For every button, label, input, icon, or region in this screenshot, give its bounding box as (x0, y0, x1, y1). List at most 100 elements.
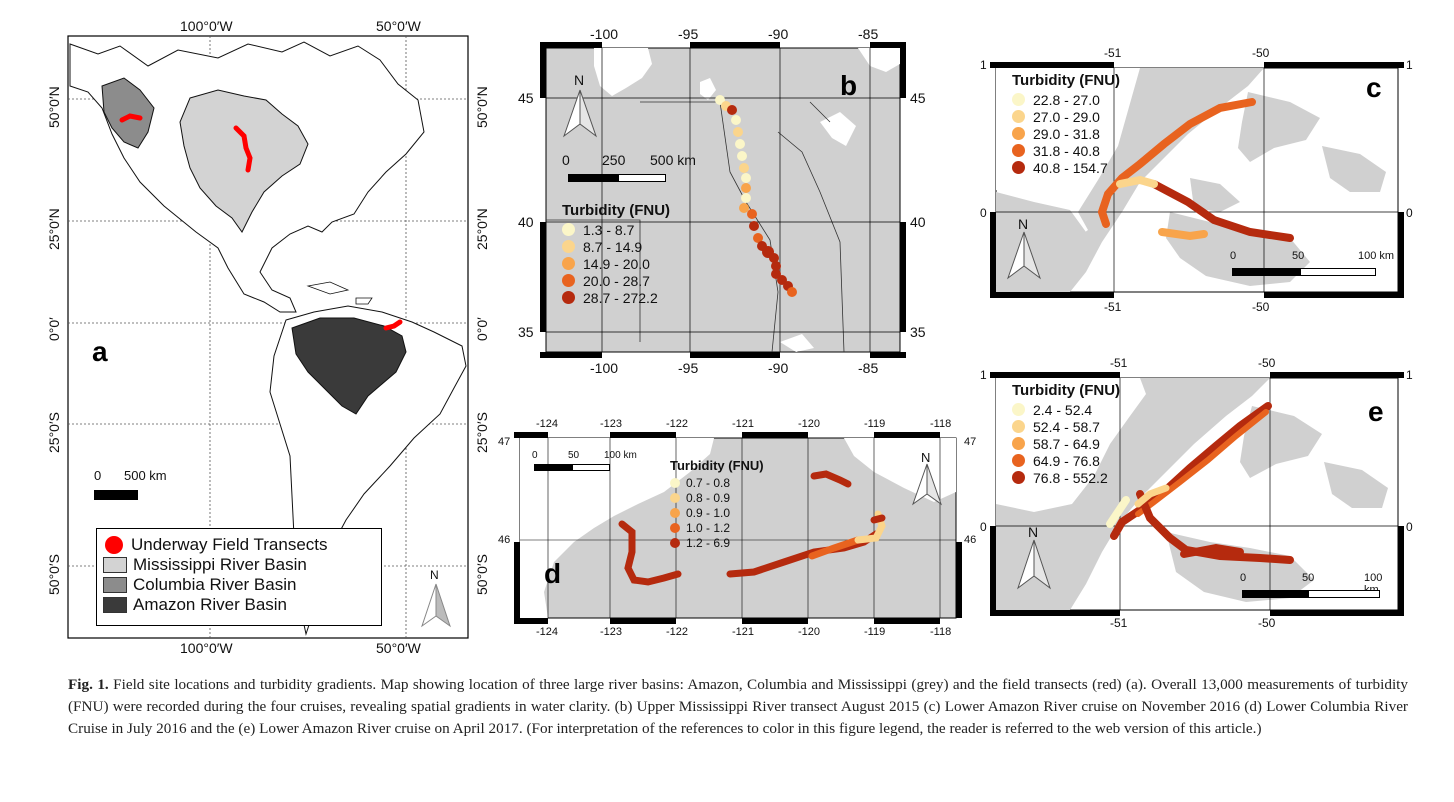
c-north-arrow: N (1004, 216, 1044, 282)
e-scalebar-start: 0 (1240, 572, 1247, 584)
a-left-tick-1: 25°0′N (46, 208, 62, 250)
b-top-tick-3: -85 (858, 26, 879, 42)
e-legend-row-4: 76.8 - 552.2 (1012, 469, 1120, 486)
a-north-icon (421, 583, 451, 628)
d-scalebar-mid: 50 (568, 450, 580, 461)
b-right-tick-0: 45 (910, 90, 926, 106)
c-scalebar-mid: 50 (1292, 250, 1305, 262)
d-scalebar: 0 50 100 km (532, 450, 642, 476)
a-legend-row-amazon: Amazon River Basin (97, 595, 381, 615)
d-bottom-tick-6: -118 (930, 626, 952, 638)
c-left-tick-0: 1 (980, 58, 987, 72)
b-bottom-tick-1: -95 (678, 360, 699, 376)
c-legend-label-1: 27.0 - 29.0 (1033, 108, 1100, 125)
b-legend: Turbidity (FNU) 1.3 - 8.7 8.7 - 14.9 14.… (562, 202, 670, 306)
d-legend-dot-1 (670, 492, 680, 503)
d-north-label: N (921, 450, 931, 465)
a-legend-row-mississippi: Mississippi River Basin (97, 555, 381, 575)
c-scalebar-end: 100 km (1358, 250, 1395, 262)
c-legend-dot-1 (1012, 110, 1025, 123)
c-legend-row-0: 22.8 - 27.0 (1012, 91, 1120, 108)
e-scalebar-white (1308, 590, 1380, 598)
b-scalebar-start: 0 (562, 152, 570, 168)
b-scalebar-white (618, 174, 666, 182)
c-top-tick-1: -50 (1252, 46, 1270, 60)
mississippi-transect (233, 125, 253, 173)
e-legend-row-1: 52.4 - 58.7 (1012, 418, 1120, 435)
b-left-tick-2: 35 (518, 324, 534, 340)
d-scalebar-black (534, 464, 572, 471)
a-north-arrow: N (416, 568, 456, 630)
c-legend-label-3: 31.8 - 40.8 (1033, 142, 1100, 159)
d-legend-row-0: 0.7 - 0.8 (670, 475, 764, 490)
c-bottom-tick-0: -51 (1104, 300, 1122, 314)
b-top-tick-2: -90 (768, 26, 789, 42)
panel-a-svg (67, 35, 469, 639)
c-legend-dot-3 (1012, 144, 1025, 157)
d-legend-dot-4 (670, 537, 680, 548)
e-legend-dot-1 (1012, 420, 1025, 433)
d-north-arrow: N (910, 450, 944, 508)
d-legend-title: Turbidity (FNU) (670, 458, 764, 473)
e-legend-dot-3 (1012, 454, 1025, 467)
caption-label: Fig. 1. (68, 676, 109, 693)
a-north-label: N (430, 568, 439, 582)
d-top-tick-3: -121 (732, 418, 755, 430)
e-scalebar-mid: 50 (1302, 572, 1315, 584)
panel-b-letter: b (840, 70, 858, 101)
c-north-label: N (1018, 216, 1029, 232)
b-legend-row-2: 14.9 - 20.0 (562, 255, 670, 272)
d-top-tick-2: -122 (666, 418, 689, 430)
c-scalebar-black (1232, 268, 1300, 276)
a-legend-row-transects: Underway Field Transects (97, 535, 381, 555)
c-legend-dot-2 (1012, 127, 1025, 140)
c-legend-dot-4 (1012, 161, 1025, 174)
b-bottom-tick-0: -100 (590, 360, 619, 376)
c-legend-label-0: 22.8 - 27.0 (1033, 91, 1100, 108)
c-bottom-tick-1: -50 (1252, 300, 1270, 314)
d-legend-dot-2 (670, 507, 680, 518)
e-legend-title: Turbidity (FNU) (1012, 382, 1121, 399)
amazon-transect (383, 319, 403, 331)
d-top-tick-6: -118 (930, 418, 952, 430)
a-right-tick-4: 50°0′S (474, 554, 490, 595)
a-scalebar-end: 500 km (124, 468, 167, 483)
e-top-tick-0: -51 (1110, 356, 1128, 370)
a-right-tick-3: 25°0′S (474, 412, 490, 453)
b-top-tick-1: -95 (678, 26, 699, 42)
panel-d-svg (514, 432, 962, 624)
e-north-icon (1017, 539, 1051, 590)
e-legend-row-2: 58.7 - 64.9 (1012, 435, 1120, 452)
panel-a-letter: a (92, 336, 108, 367)
e-legend-dot-4 (1012, 471, 1025, 484)
panel-c-letter: c (1366, 72, 1382, 103)
e-legend-label-0: 2.4 - 52.4 (1033, 401, 1093, 418)
panel-c-svg (990, 62, 1404, 298)
e-legend-label-2: 58.7 - 64.9 (1033, 435, 1100, 452)
b-left-tick-0: 45 (518, 90, 534, 106)
b-legend-row-3: 20.0 - 28.7 (562, 272, 670, 289)
b-legend-dot-2 (562, 257, 575, 270)
c-legend-label-4: 40.8 - 154.7 (1033, 159, 1108, 176)
b-scalebar-black (568, 174, 618, 182)
e-right-tick-0: 1 (1406, 368, 1413, 382)
b-right-tick-2: 35 (910, 324, 926, 340)
b-right-tick-1: 40 (910, 214, 926, 230)
a-left-tick-4: 50°0′S (46, 554, 62, 595)
d-bottom-tick-3: -121 (732, 626, 755, 638)
d-scalebar-end: 100 km (604, 450, 637, 461)
panel-c-map: -51 -50 -51 -50 1 0 1 0 c Turbidity (FNU… (980, 46, 1413, 314)
a-top-tick-0: 100°0′W (180, 18, 233, 34)
b-legend-dot-4 (562, 291, 575, 304)
b-left-tick-1: 40 (518, 214, 534, 230)
panel-d-letter: d (544, 558, 562, 589)
e-scalebar: 0 50 100 km (1240, 572, 1400, 602)
d-legend-dot-0 (670, 477, 680, 488)
d-legend: Turbidity (FNU) 0.7 - 0.8 0.8 - 0.9 0.9 … (670, 458, 764, 550)
c-right-tick-0: 1 (1406, 58, 1413, 72)
e-top-tick-1: -50 (1258, 356, 1276, 370)
d-bottom-tick-1: -123 (600, 626, 623, 638)
c-north-icon (1006, 231, 1042, 280)
d-legend-row-3: 1.0 - 1.2 (670, 520, 764, 535)
b-legend-label-1: 8.7 - 14.9 (583, 238, 643, 255)
